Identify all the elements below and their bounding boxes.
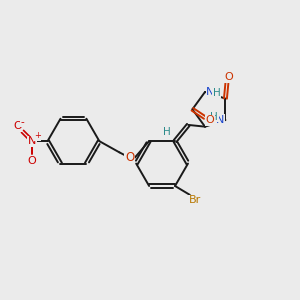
Text: H: H (210, 112, 218, 122)
Text: Br: Br (189, 195, 201, 205)
Text: N: N (206, 87, 214, 97)
Text: O: O (28, 156, 37, 166)
Text: O: O (13, 122, 22, 131)
Text: +: + (34, 131, 41, 140)
Text: O: O (125, 151, 134, 164)
Text: N: N (28, 136, 36, 146)
Text: O: O (206, 116, 214, 125)
Text: -: - (21, 117, 24, 127)
Text: H: H (213, 88, 221, 98)
Text: O: O (224, 72, 233, 82)
Text: H: H (163, 127, 171, 137)
Text: N: N (216, 115, 224, 125)
